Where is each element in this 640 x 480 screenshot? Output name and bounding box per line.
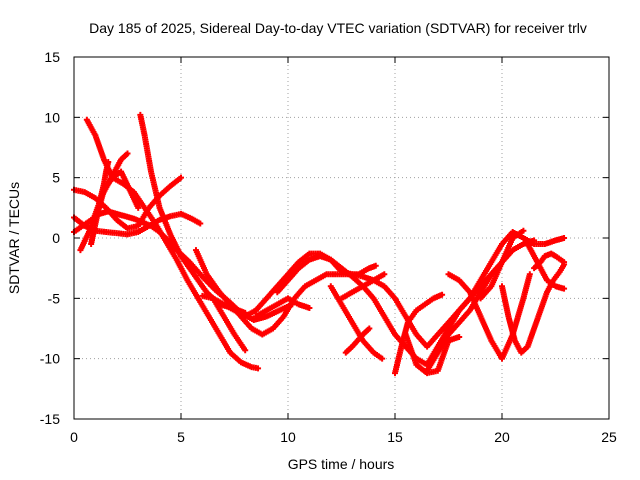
series-arc25 [531, 250, 568, 272]
data-point [439, 291, 446, 298]
axis-ticks: 0 5 10 15 20 25 -15 -10 -5 0 5 10 15 [40, 49, 617, 445]
data-marks [71, 111, 568, 377]
y-axis-label: SDTVAR / TECUs [6, 182, 22, 294]
data-point [197, 220, 204, 227]
chart-title: Day 185 of 2025, Sidereal Day-to-day VTE… [89, 20, 587, 36]
data-point [306, 304, 313, 311]
series-arc12 [252, 295, 313, 320]
data-point [526, 271, 533, 278]
y-tick-label: -15 [40, 411, 60, 427]
series-arc11 [210, 295, 249, 354]
data-point [381, 271, 388, 278]
grid-lines [74, 57, 609, 419]
data-point [531, 237, 538, 244]
x-tick-label: 5 [177, 429, 185, 445]
x-tick-label: 0 [70, 429, 78, 445]
x-axis-label: GPS time / hours [288, 456, 395, 472]
y-tick-label: 0 [52, 230, 60, 246]
data-point [242, 347, 249, 354]
data-point [561, 259, 568, 266]
y-tick-label: -10 [40, 351, 60, 367]
data-point [105, 158, 112, 165]
series-arc24 [477, 227, 527, 302]
series-arc8 [96, 158, 112, 205]
data-point [124, 150, 131, 157]
data-point [178, 174, 184, 181]
series-arc19 [402, 331, 463, 377]
series-arc15 [327, 283, 386, 362]
series-arc17 [342, 325, 373, 356]
series-arc18 [392, 291, 446, 377]
x-tick-label: 10 [280, 429, 296, 445]
y-tick-label: -5 [48, 290, 61, 306]
y-tick-label: 10 [44, 109, 60, 125]
data-point [561, 235, 568, 241]
data-point [520, 227, 527, 234]
x-tick-label: 20 [494, 429, 510, 445]
y-tick-label: 5 [52, 170, 60, 186]
series-arc10 [199, 292, 259, 320]
x-tick-label: 25 [601, 429, 617, 445]
data-point [372, 262, 379, 269]
data-point [456, 333, 463, 340]
data-point [561, 285, 568, 292]
y-tick-label: 15 [44, 49, 60, 65]
x-tick-label: 15 [387, 429, 403, 445]
data-point [135, 204, 142, 211]
data-point [255, 365, 262, 372]
data-point [366, 325, 373, 332]
series-arc16 [338, 271, 388, 302]
data-point [379, 355, 386, 362]
